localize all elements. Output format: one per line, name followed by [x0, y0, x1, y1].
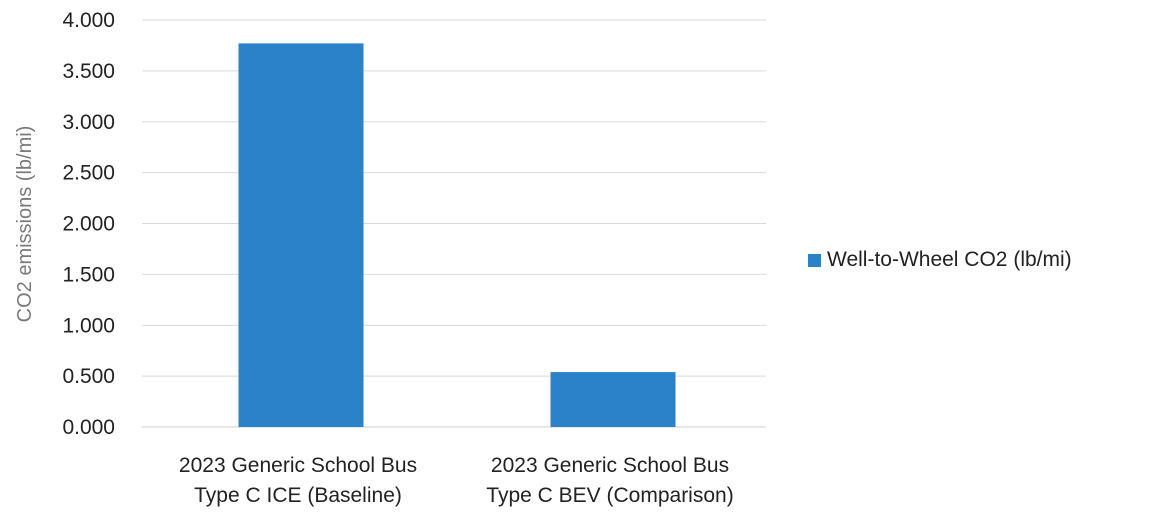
legend-label: Well-to-Wheel CO2 (lb/mi): [827, 248, 1072, 271]
y-tick-label: 0.000: [62, 416, 115, 439]
category-labels: 2023 Generic School Bus Type C ICE (Basel…: [179, 454, 734, 507]
x-category-label: Type C BEV (Comparison): [486, 484, 733, 507]
y-tick-label: 4.000: [62, 9, 115, 32]
gridlines: [142, 19, 766, 428]
y-tick-labels: 0.000 0.500 1.000 1.500 2.000 2.500 3.000 3.500…: [62, 9, 115, 439]
bar: [550, 372, 676, 427]
y-tick-label: 2.000: [62, 213, 115, 236]
x-category-label: 2023 Generic School Bus: [491, 454, 729, 477]
y-tick-label: 0.500: [62, 365, 115, 388]
legend: Well-to-Wheel CO2 (lb/mi): [808, 248, 1072, 272]
x-category-label: 2023 Generic School Bus: [179, 454, 417, 477]
y-tick-label: 3.500: [62, 60, 115, 83]
y-tick-label: 3.000: [62, 111, 115, 134]
y-axis-title: CO2 emissions (lb/mi): [14, 126, 36, 323]
y-tick-label: 1.000: [62, 314, 115, 337]
legend-swatch: [808, 253, 821, 267]
y-tick-label: 1.500: [62, 263, 115, 286]
y-tick-label: 2.500: [62, 162, 115, 185]
bar: [238, 43, 364, 428]
x-category-label: Type C ICE (Baseline): [194, 484, 402, 507]
bars: [238, 43, 676, 428]
